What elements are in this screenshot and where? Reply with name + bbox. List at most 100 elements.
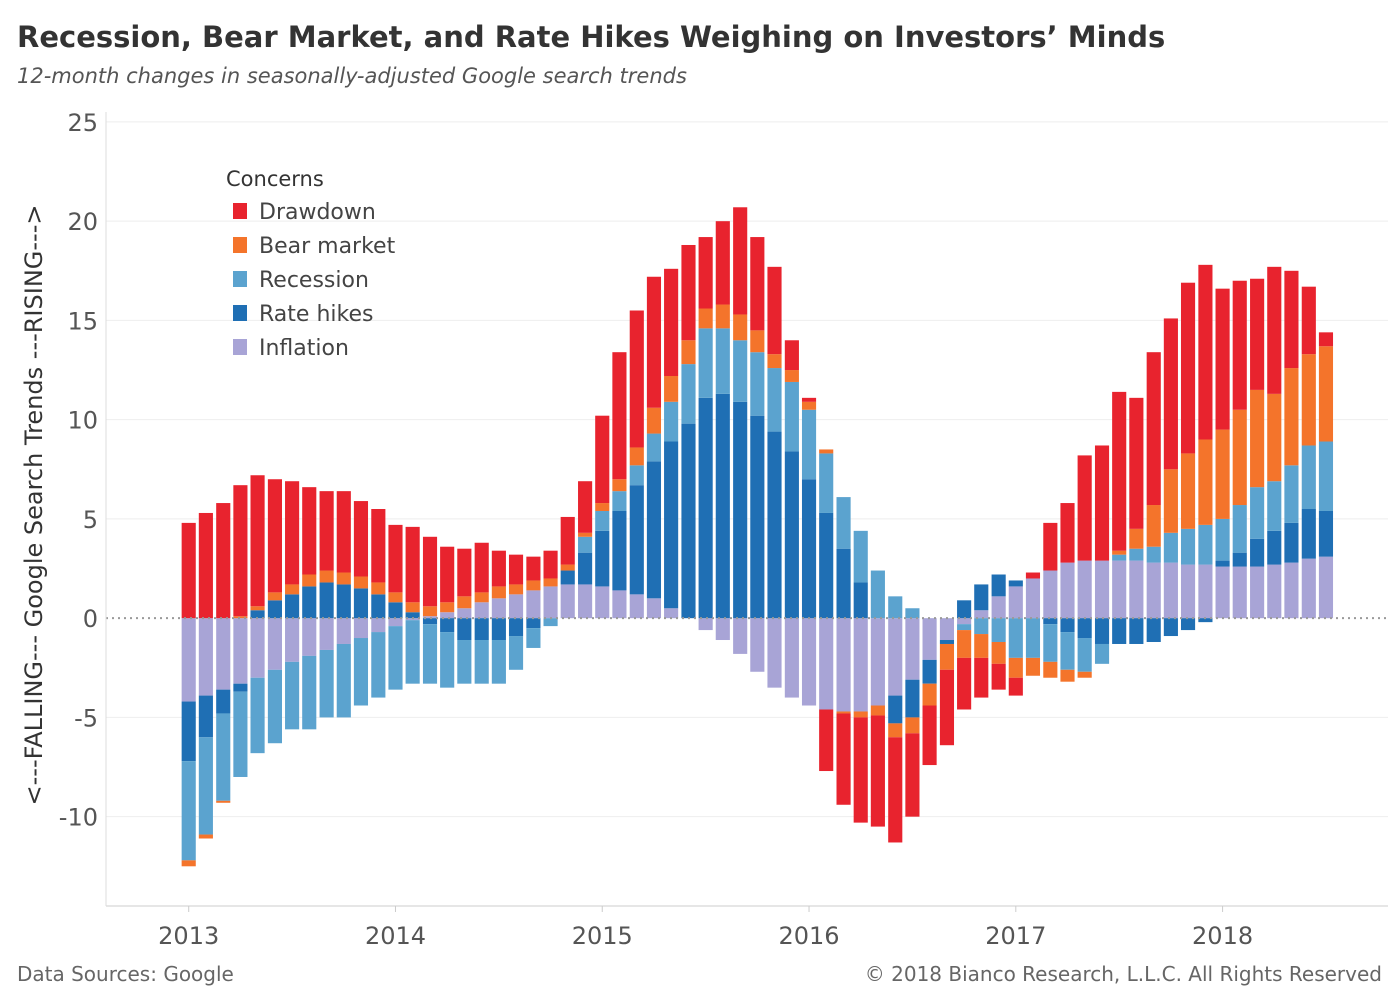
bar-drawdown (491, 550, 506, 587)
bar-drawdown (388, 524, 403, 593)
bar-rate-hikes (457, 618, 472, 641)
bar-drawdown (1060, 503, 1075, 563)
bar-recession (457, 640, 472, 684)
bar-recession (1250, 487, 1265, 539)
bar-rate-hikes (422, 618, 438, 625)
bar-inflation (440, 612, 455, 619)
bar-bear-market (422, 606, 438, 617)
bar-recession (198, 737, 213, 835)
bar-inflation (715, 618, 730, 641)
bar-rate-hikes (1232, 552, 1247, 567)
bar-recession (1163, 532, 1178, 563)
bar-inflation (1129, 560, 1144, 619)
bar-bear-market (715, 304, 730, 329)
bar-rate-hikes (853, 582, 868, 619)
bar-inflation (836, 618, 851, 712)
y-tick-label: 20 (67, 208, 98, 236)
bar-recession (1198, 524, 1213, 565)
bar-recession (629, 465, 644, 486)
bar-inflation (819, 618, 834, 710)
bar-rate-hikes (801, 479, 817, 619)
bar-inflation (612, 590, 627, 619)
bar-recession (784, 381, 799, 452)
bar-drawdown (250, 475, 265, 607)
bar-recession (750, 352, 765, 416)
bar-inflation (784, 618, 799, 698)
bar-rate-hikes (1146, 618, 1161, 642)
bar-rate-hikes (336, 584, 351, 619)
bar-recession (1112, 554, 1127, 561)
bar-drawdown (1146, 352, 1161, 506)
bar-drawdown (285, 481, 300, 585)
bar-drawdown (595, 415, 610, 504)
bar-bear-market (1129, 528, 1144, 549)
bar-bear-market (1008, 657, 1023, 678)
bar-rate-hikes (353, 588, 369, 619)
bar-bear-market (181, 860, 196, 867)
legend-title: Concerns (226, 167, 324, 191)
bar-rate-hikes (440, 618, 455, 633)
bar-recession (216, 713, 231, 801)
bar-rate-hikes (1008, 580, 1023, 587)
bar-recession (388, 626, 403, 690)
chart-subtitle: 12-month changes in seasonally-adjusted … (17, 64, 687, 88)
bar-drawdown (1250, 278, 1265, 390)
bar-drawdown (440, 546, 455, 603)
bar-recession (319, 649, 334, 718)
bar-drawdown (750, 237, 765, 331)
bar-rate-hikes (1267, 530, 1282, 565)
bar-bear-market (870, 705, 885, 716)
bar-drawdown (526, 556, 541, 581)
bar-bear-market (526, 580, 541, 591)
bar-recession (1284, 465, 1299, 523)
bar-bear-market (440, 602, 455, 613)
x-tick-label: 2017 (985, 922, 1046, 950)
bar-recession (974, 618, 989, 635)
y-tick-label: -10 (59, 804, 98, 832)
bar-bear-market (508, 584, 524, 595)
bar-inflation (181, 618, 196, 702)
bar-recession (405, 620, 420, 684)
bar-drawdown (733, 207, 748, 315)
chart-title: Recession, Bear Market, and Rate Hikes W… (17, 20, 1166, 54)
bar-bear-market (819, 449, 834, 454)
bar-rate-hikes (405, 612, 420, 619)
bar-rate-hikes (698, 397, 713, 619)
y-tick-label: 0 (83, 605, 98, 633)
y-tick-label: 10 (67, 407, 98, 435)
bar-inflation (353, 618, 369, 639)
bar-bear-market (836, 711, 851, 714)
bar-inflation (957, 618, 972, 625)
bar-inflation (543, 586, 558, 619)
bar-inflation (698, 618, 713, 631)
bar-recession (664, 401, 679, 442)
bar-inflation (267, 618, 282, 670)
bar-bear-market (1198, 439, 1213, 525)
bar-bear-market (474, 592, 489, 603)
bar-recession (715, 328, 730, 394)
bar-recession (1043, 624, 1058, 662)
bar-rate-hikes (733, 401, 748, 619)
bar-recession (646, 433, 662, 462)
bar-bear-market (353, 576, 369, 589)
y-tick-label: -5 (74, 704, 98, 732)
bar-bear-market (1112, 550, 1127, 555)
bar-drawdown (508, 554, 524, 585)
bar-bear-market (302, 574, 317, 587)
bar-recession (957, 624, 972, 631)
bar-recession (991, 618, 1006, 642)
bar-rate-hikes (715, 393, 730, 619)
bar-bear-market (1043, 661, 1058, 678)
bar-drawdown (922, 705, 937, 766)
bar-rate-hikes (922, 659, 937, 684)
bar-drawdown (198, 512, 213, 619)
bar-bear-market (991, 642, 1006, 664)
bar-rate-hikes (388, 602, 403, 619)
bar-inflation (457, 608, 472, 619)
bar-rate-hikes (1163, 618, 1178, 637)
bar-inflation (371, 618, 386, 633)
bar-rate-hikes (233, 683, 248, 692)
bar-drawdown (698, 237, 713, 309)
bar-bear-market (922, 683, 937, 706)
bar-drawdown (216, 503, 231, 619)
